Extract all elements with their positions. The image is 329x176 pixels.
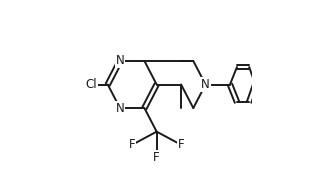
Text: Cl: Cl xyxy=(85,78,97,91)
Text: N: N xyxy=(201,78,210,91)
Text: N: N xyxy=(115,54,124,67)
Text: F: F xyxy=(178,138,184,151)
Text: N: N xyxy=(115,102,124,115)
Text: F: F xyxy=(129,138,136,151)
Text: F: F xyxy=(153,151,160,164)
